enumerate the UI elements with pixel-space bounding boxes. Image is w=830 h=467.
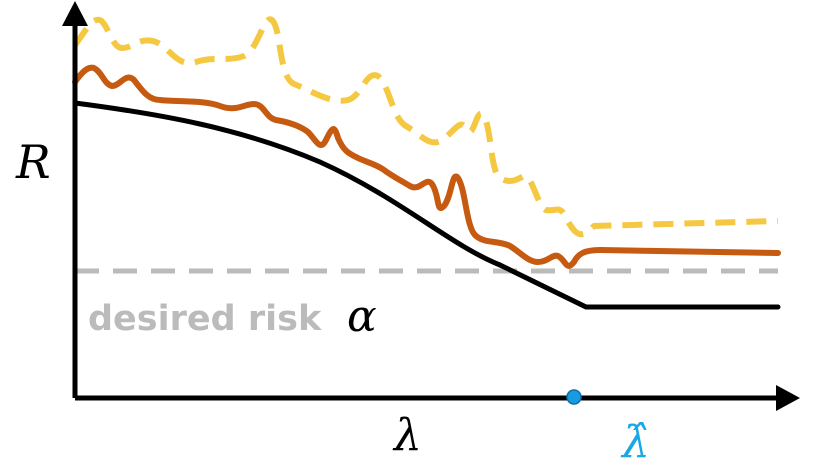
alpha-symbol: α [347,291,377,342]
y-axis-label: R [15,135,51,189]
empirical-risk-curve [72,64,781,269]
x-axis-label: λ [392,410,422,461]
upper-bound-curve [72,16,779,238]
lambda-hat-marker [566,389,582,405]
desired-risk-label: desired risk [88,299,322,339]
true-risk-curve [72,100,781,310]
y-axis-arrowhead [62,1,88,26]
x-axis-arrowhead [776,385,800,411]
lambda-hat-label: λ̂ [620,417,650,467]
